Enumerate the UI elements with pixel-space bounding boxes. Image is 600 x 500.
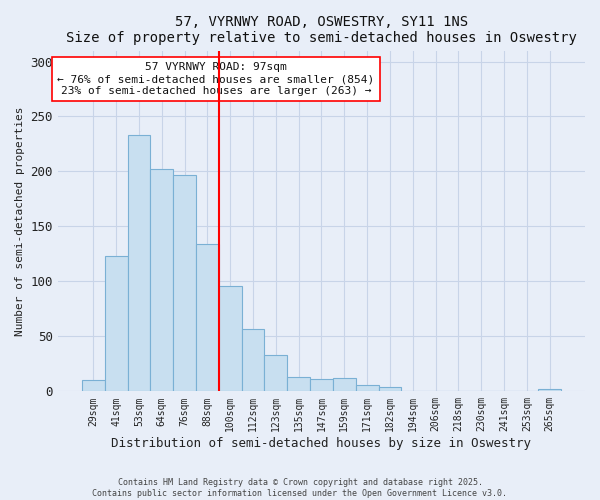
Bar <box>379 387 401 392</box>
Bar <box>242 328 265 392</box>
Bar <box>219 286 242 392</box>
Text: 57 VYRNWY ROAD: 97sqm
← 76% of semi-detached houses are smaller (854)
23% of sem: 57 VYRNWY ROAD: 97sqm ← 76% of semi-deta… <box>58 62 374 96</box>
Bar <box>356 384 379 392</box>
Text: Contains HM Land Registry data © Crown copyright and database right 2025.
Contai: Contains HM Land Registry data © Crown c… <box>92 478 508 498</box>
Bar <box>265 355 287 392</box>
Title: 57, VYRNWY ROAD, OSWESTRY, SY11 1NS
Size of property relative to semi-detached h: 57, VYRNWY ROAD, OSWESTRY, SY11 1NS Size… <box>66 15 577 45</box>
Bar <box>82 380 104 392</box>
Bar <box>196 244 219 392</box>
X-axis label: Distribution of semi-detached houses by size in Oswestry: Distribution of semi-detached houses by … <box>112 437 532 450</box>
Bar <box>538 389 561 392</box>
Bar <box>287 377 310 392</box>
Bar <box>151 170 173 392</box>
Bar <box>128 135 151 392</box>
Bar <box>310 379 333 392</box>
Bar <box>173 175 196 392</box>
Bar <box>333 378 356 392</box>
Bar <box>104 256 128 392</box>
Y-axis label: Number of semi-detached properties: Number of semi-detached properties <box>15 106 25 336</box>
